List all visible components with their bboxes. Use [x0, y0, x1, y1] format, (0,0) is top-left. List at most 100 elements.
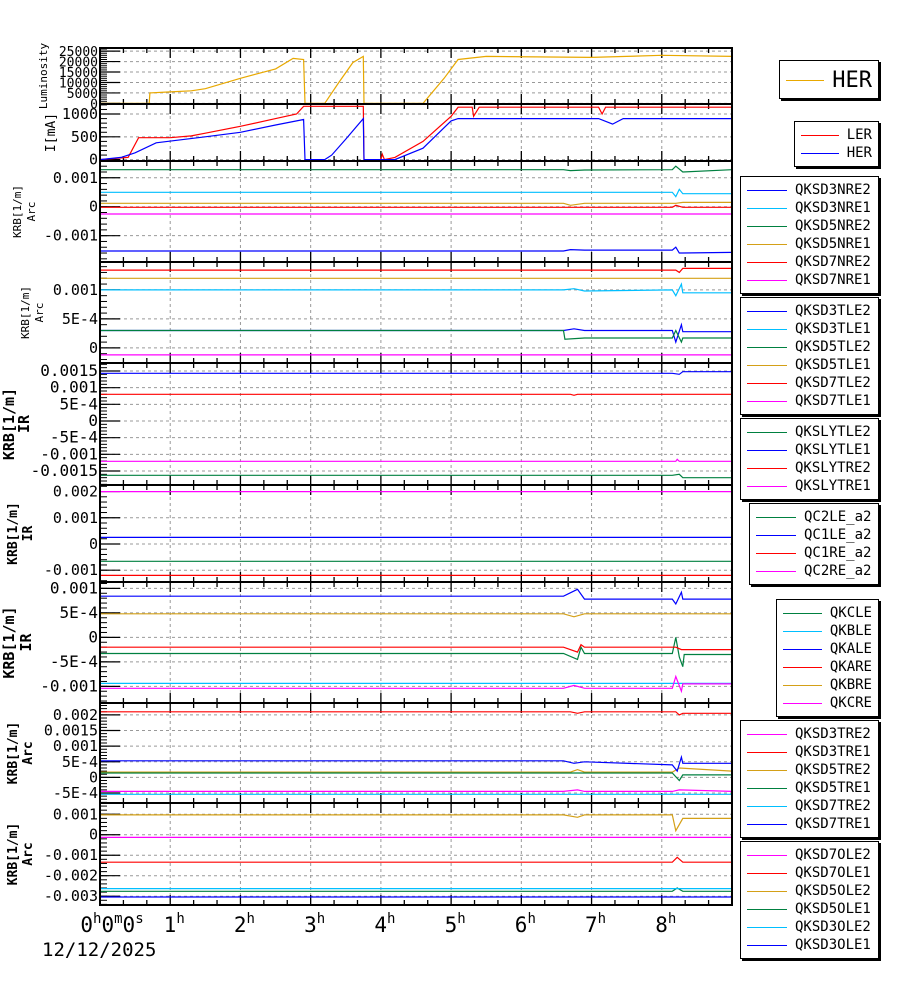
- legend-swatch: [747, 467, 787, 469]
- legend-swatch: [747, 261, 787, 263]
- y-tick-label: 20000: [59, 56, 98, 71]
- x-tick-label: 8h: [655, 911, 676, 937]
- y-tick-label: 25000: [59, 45, 98, 60]
- y-tick-label: -0.001: [44, 227, 98, 245]
- y-tick-label: -0.001: [44, 561, 98, 579]
- y-tick-label: 0: [89, 535, 98, 553]
- y-tick-label: -5E-4: [50, 428, 98, 447]
- y-tick-label: 0.0015: [40, 361, 98, 380]
- y-axis-label: IR: [17, 633, 35, 652]
- y-tick-label: -0.001: [44, 846, 98, 864]
- legend-label: QKSD7TRE2: [795, 798, 871, 814]
- series-line-QKSD3TRE1: [100, 711, 732, 716]
- legend-entry: HER: [801, 144, 872, 162]
- panel-7: -0.001 -5E-4 0 5E-4 0.001 KRB[1/m] IR: [0, 578, 733, 704]
- y-tick-label: 5000: [67, 87, 98, 102]
- y-tick-label: 5E-4: [59, 603, 98, 622]
- legend-label: HER: [832, 67, 872, 93]
- panel-3: -0.001 0 0.001 KRB[1/m] Arc: [11, 160, 733, 263]
- legend-swatch: [747, 431, 787, 433]
- panel-frame: [99, 484, 733, 583]
- legend-entry: QKCRE: [783, 694, 872, 712]
- legend-label: QKCRE: [829, 695, 872, 711]
- panel-4: 0 5E-4 0.001 KRB[1/m] Arc: [19, 261, 733, 364]
- y-axis-label: KRB[1/m]: [11, 185, 24, 238]
- legend-swatch: [747, 733, 787, 735]
- legend-swatch: [747, 382, 787, 384]
- series-line-QKSLYTLE1: [100, 371, 732, 375]
- x-tick-label: 0h0m0s: [80, 911, 143, 937]
- y-tick-label: -0.001: [40, 676, 98, 695]
- y-tick-label: 0: [89, 339, 98, 357]
- legend-swatch: [783, 612, 822, 614]
- legend-entry: QKSD5TRE2: [747, 761, 872, 779]
- legend-entry: QKSD3NRE1: [747, 199, 872, 217]
- y-tick-label: 0: [89, 198, 98, 216]
- legend-swatch: [747, 769, 787, 771]
- x-tick-label: 4h: [374, 911, 395, 937]
- legend-entry: QC1RE_a2: [756, 544, 872, 562]
- y-tick-label: 0: [89, 151, 98, 169]
- y-axis-label: KRB[1/m]: [6, 502, 21, 565]
- y-axis-label: Luminosity: [37, 43, 50, 110]
- legend-entry: QKSD5OLE2: [747, 882, 872, 900]
- y-tick-label: 0: [88, 627, 98, 646]
- legend-entry: QKSD7TLE2: [747, 374, 872, 392]
- legend-panel-2: LER HER: [794, 121, 879, 167]
- series-line-QKSD5TRE2: [100, 767, 732, 773]
- x-tick-label: 2h: [234, 911, 255, 937]
- legend-swatch: [786, 79, 825, 81]
- legend-swatch: [783, 648, 822, 650]
- legend-swatch: [756, 552, 796, 554]
- legend-label: QKSD3OLE1: [795, 937, 871, 953]
- legend-entry: QC1LE_a2: [756, 526, 872, 544]
- legend-entry: QKSLYTRE1: [747, 477, 872, 495]
- series-line-QKSD7NRE2: [100, 204, 732, 208]
- legend-label: QKSD3NRE1: [795, 200, 871, 216]
- legend-label: QKSD5NRE2: [795, 218, 871, 234]
- series-line-QKSD7TRE1: [100, 754, 732, 773]
- legend-swatch: [747, 225, 787, 227]
- y-tick-label: 0.001: [53, 169, 98, 187]
- legend-swatch: [747, 805, 787, 807]
- legend-swatch: [747, 787, 787, 789]
- legend-entry: QKSD7TLE1: [747, 392, 872, 410]
- legend-panel-9: QKSD7OLE2 QKSD7OLE1 QKSD5OLE2 QKSD5OLE1 QKSD…: [740, 841, 879, 959]
- legend-entry: QKSLYTLE2: [747, 423, 872, 441]
- legend-label: LER: [846, 127, 872, 143]
- series-line-QKSLYTLE2: [100, 473, 732, 479]
- y-tick-label: -0.002: [44, 867, 98, 885]
- legend-label: QKSD5TRE1: [795, 780, 871, 796]
- y-tick-label: 0: [89, 768, 98, 786]
- legend-entry: QKSD5TLE2: [747, 338, 872, 356]
- panel-frame: [99, 702, 733, 804]
- y-axis-label: Arc: [25, 202, 38, 222]
- y-tick-label: 10000: [59, 76, 98, 91]
- series-line-QKARE: [100, 643, 732, 653]
- y-tick-label: -0.003: [44, 887, 98, 905]
- legend-swatch: [801, 152, 839, 154]
- y-axis-label: KRB[1/m]: [6, 722, 21, 785]
- legend-swatch: [747, 364, 787, 366]
- legend-label: QKBRE: [829, 677, 872, 693]
- series-line-QKALE: [100, 588, 732, 606]
- legend-swatch: [747, 189, 787, 191]
- legend-swatch: [747, 279, 787, 281]
- y-tick-label: 0.001: [50, 378, 98, 397]
- x-axis-labels: 0h0m0s 1h 2h 3h 4h 5h 6h 7h 8h: [80, 911, 676, 937]
- legend-swatch: [747, 908, 787, 910]
- y-tick-label: 15000: [59, 66, 98, 81]
- legend-entry: QKSLYTRE2: [747, 459, 872, 477]
- y-tick-label: 0.001: [50, 578, 98, 597]
- legend-swatch: [747, 823, 787, 825]
- legend-swatch: [747, 207, 787, 209]
- series-line-QKSD3TRE2: [100, 789, 732, 792]
- legend-swatch: [747, 944, 787, 946]
- legend-label: QKSD3OLE2: [795, 919, 871, 935]
- legend-entry: QKSD5NRE2: [747, 217, 872, 235]
- legend-entry: QKSD7OLE1: [747, 864, 872, 882]
- y-axis-label: Arc: [21, 842, 36, 865]
- legend-label: QKSD7OLE2: [795, 847, 871, 863]
